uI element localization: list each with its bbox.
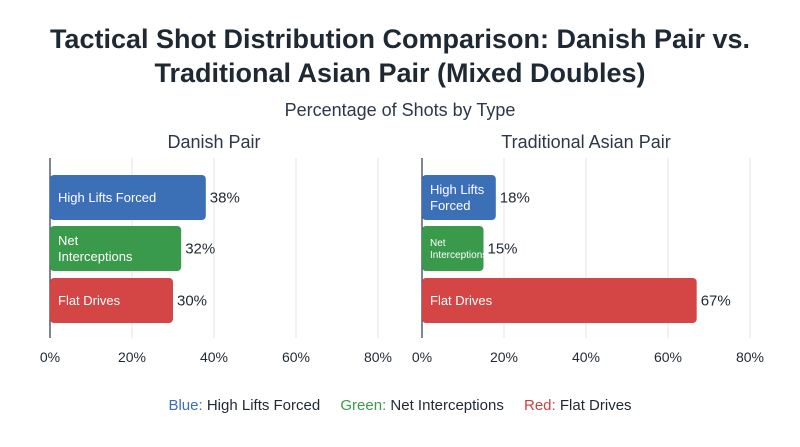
danish-bar-label-1-line-0: Net (58, 233, 79, 248)
legend: Blue: High Lifts Forced Green: Net Inter… (0, 397, 800, 414)
asian-bar-label-1-line-0: Net (430, 238, 446, 249)
danish-bar-label-2: Flat Drives (58, 293, 121, 308)
danish-bar-label-0: High Lifts Forced (58, 190, 156, 205)
asian-panel-title: Traditional Asian Pair (501, 132, 670, 152)
legend-blue-text: High Lifts Forced (206, 397, 321, 414)
asian-value-label-0: 18% (500, 190, 530, 207)
legend-item-blue: Blue: High Lifts Forced (168, 397, 324, 414)
asian-bar-1 (422, 226, 484, 271)
asian-bar-label-0-line-1: Forced (430, 198, 470, 213)
chart-title-line-1: Tactical Shot Distribution Comparison: D… (49, 24, 751, 54)
legend-item-red: Red: Flat Drives (524, 397, 632, 414)
asian-value-label-2: 67% (701, 293, 731, 310)
danish-bar-label-1-line-1: Interceptions (58, 249, 133, 264)
legend-blue-label: Blue: (168, 397, 203, 414)
danish-bar-0 (50, 175, 206, 220)
asian-value-label-1: 15% (488, 241, 518, 258)
asian-tick-label-1: 20% (490, 349, 518, 365)
asian-bar-2 (422, 278, 697, 323)
danish-value-label-0: 38% (210, 190, 240, 207)
danish-tick-label-1: 20% (118, 349, 146, 365)
legend-red-label: Red: (524, 397, 556, 414)
danish-value-label-2: 30% (177, 293, 207, 310)
asian-tick-label-0: 0% (412, 349, 432, 365)
legend-green-label: Green: (340, 397, 387, 414)
asian-tick-label-3: 60% (654, 349, 682, 365)
asian-tick-label-2: 40% (572, 349, 600, 365)
danish-tick-label-0: 0% (40, 349, 60, 365)
danish-tick-label-2: 40% (200, 349, 228, 365)
asian-bar-0 (422, 175, 496, 220)
asian-bar-label-2: Flat Drives (430, 293, 493, 308)
danish-panel-title: Danish Pair (167, 132, 260, 152)
danish-value-label-1: 32% (185, 241, 215, 258)
chart-title-line-2: Traditional Asian Pair (Mixed Doubles) (154, 58, 646, 88)
asian-bar-label-1-line-1: Interceptions (430, 250, 487, 261)
chart-title: Tactical Shot Distribution Comparison: D… (0, 22, 800, 90)
asian-bar-label-0-line-0: High Lifts (430, 182, 485, 197)
legend-item-green: Green: Net Interceptions (340, 397, 508, 414)
legend-red-text: Flat Drives (559, 397, 632, 414)
danish-bar-1 (50, 226, 182, 271)
legend-green-text: Net Interceptions (390, 397, 504, 414)
danish-tick-label-3: 60% (282, 349, 310, 365)
asian-tick-label-4: 80% (736, 349, 764, 365)
danish-bar-2 (50, 278, 173, 323)
danish-tick-label-4: 80% (364, 349, 392, 365)
chart-subtitle: Percentage of Shots by Type (284, 100, 516, 120)
